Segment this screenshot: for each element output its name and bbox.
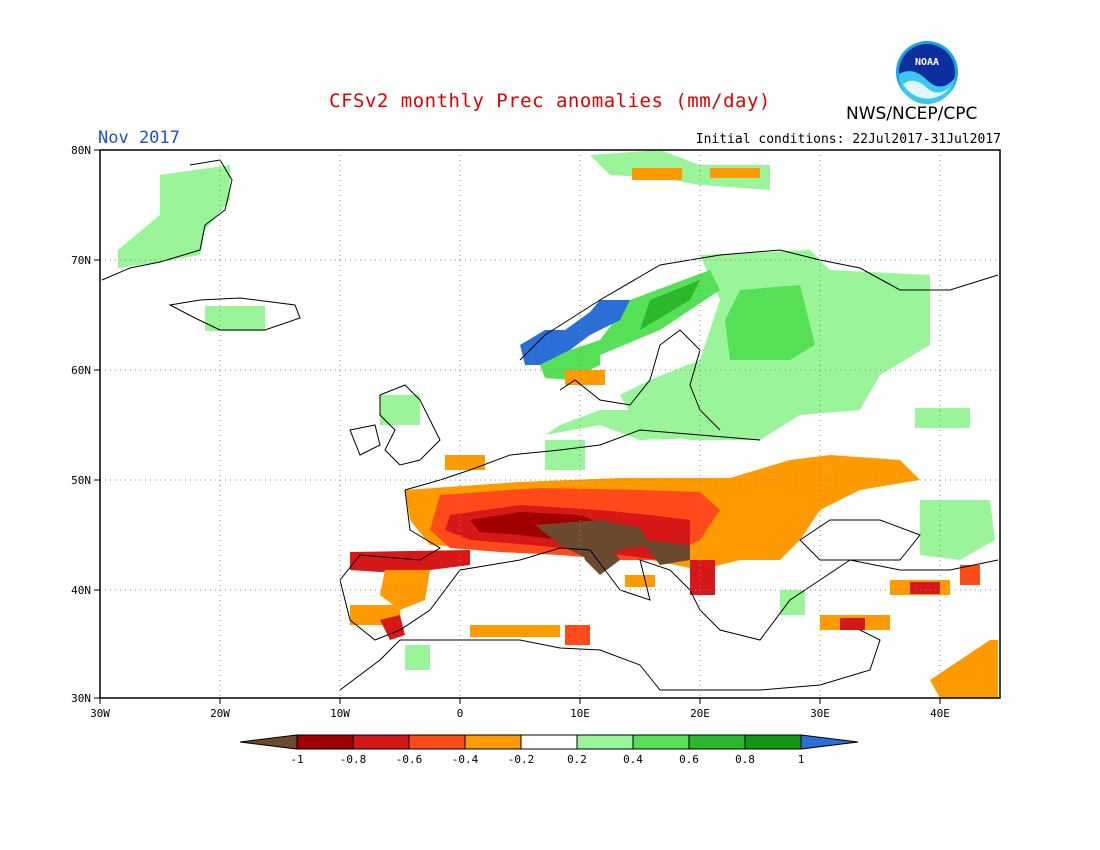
- anomaly-region: [565, 370, 605, 385]
- legend-label: -0.4: [452, 753, 479, 766]
- lat-tick-label: 40N: [71, 584, 91, 597]
- anomaly-region: [960, 565, 980, 585]
- lat-tick-label: 80N: [71, 144, 91, 157]
- legend-label: -1: [290, 753, 303, 766]
- forecast-month: Nov 2017: [98, 128, 180, 148]
- legend-swatch: [688, 734, 746, 750]
- map-frame: [99, 149, 1001, 699]
- legend-label: 1: [798, 753, 805, 766]
- lon-tick-label: 20W: [210, 707, 230, 720]
- graticule: [100, 150, 1000, 698]
- legend-swatch: [520, 734, 578, 750]
- anomaly-region: [725, 285, 815, 360]
- lon-tick-label: 30W: [90, 707, 110, 720]
- map-title: CFSv2 monthly Prec anomalies (mm/day): [329, 90, 771, 112]
- lat-tick-label: 30N: [71, 692, 91, 705]
- legend-swatch: [800, 734, 859, 750]
- anomaly-fields: [118, 150, 998, 698]
- anomaly-region: [445, 455, 485, 470]
- anomaly-region: [350, 550, 470, 572]
- anomaly-region: [920, 500, 995, 560]
- legend-label: 0.8: [735, 753, 755, 766]
- lon-tick-label: 40E: [930, 707, 950, 720]
- coastlines: [101, 159, 999, 691]
- anomaly-region: [640, 540, 690, 565]
- coastline-scandinavia: [519, 249, 999, 431]
- anomaly-region: [690, 560, 715, 595]
- lon-tick-label: 20E: [690, 707, 710, 720]
- legend-label: 0.2: [567, 753, 587, 766]
- coastline-greenland: [101, 159, 233, 281]
- svg-text:NOAA: NOAA: [915, 57, 939, 68]
- anomaly-region: [545, 410, 780, 440]
- anomaly-region: [632, 168, 682, 180]
- anomaly-region: [710, 168, 760, 178]
- lon-tick-label: 30E: [810, 707, 830, 720]
- anomaly-region: [545, 440, 585, 470]
- legend-swatch: [408, 734, 466, 750]
- legend-swatch: [352, 734, 410, 750]
- coastline-africa: [339, 629, 881, 691]
- agency-label: NWS/NCEP/CPC: [846, 104, 978, 124]
- initial-conditions: Initial conditions: 22Jul2017-31Jul2017: [695, 132, 1001, 147]
- anomaly-region: [625, 575, 655, 587]
- lat-tick-label: 60N: [71, 364, 91, 377]
- coastline-uk: [349, 384, 441, 466]
- anomaly-region: [930, 640, 998, 698]
- anomaly-region: [840, 618, 865, 630]
- lat-tick-label: 50N: [71, 474, 91, 487]
- legend-swatch: [744, 734, 802, 750]
- anomaly-region: [380, 395, 420, 425]
- anomaly-region: [910, 582, 940, 594]
- lat-tick-label: 70N: [71, 254, 91, 267]
- anomaly-region: [405, 645, 430, 670]
- lon-tick-label: 10W: [330, 707, 350, 720]
- legend-label: -0.8: [340, 753, 367, 766]
- legend-swatch: [464, 734, 522, 750]
- anomaly-region: [205, 306, 265, 331]
- legend-swatch: [296, 734, 354, 750]
- legend-swatch: [239, 734, 298, 750]
- legend-label: -0.2: [508, 753, 535, 766]
- legend-label: -0.6: [396, 753, 423, 766]
- anomaly-region: [640, 280, 700, 330]
- anomaly-region: [118, 165, 230, 268]
- legend-label: 0.4: [623, 753, 643, 766]
- anomaly-region: [380, 615, 405, 640]
- legend-swatch: [632, 734, 690, 750]
- lon-tick-label: 10E: [570, 707, 590, 720]
- anomaly-region: [780, 590, 805, 615]
- coastline-iceland: [168, 297, 301, 331]
- lon-tick-label: 0: [457, 707, 464, 720]
- color-legend: [239, 734, 859, 750]
- anomaly-region: [535, 520, 650, 560]
- legend-swatch: [576, 734, 634, 750]
- legend-label: 0.6: [679, 753, 699, 766]
- anomaly-region: [565, 625, 590, 645]
- coastline-blacksea: [799, 519, 921, 561]
- anomaly-region: [580, 545, 620, 575]
- anomaly-region: [470, 625, 560, 637]
- anomaly-region: [520, 300, 630, 365]
- anomaly-region: [915, 408, 970, 428]
- noaa-logo: NOAA: [896, 41, 958, 104]
